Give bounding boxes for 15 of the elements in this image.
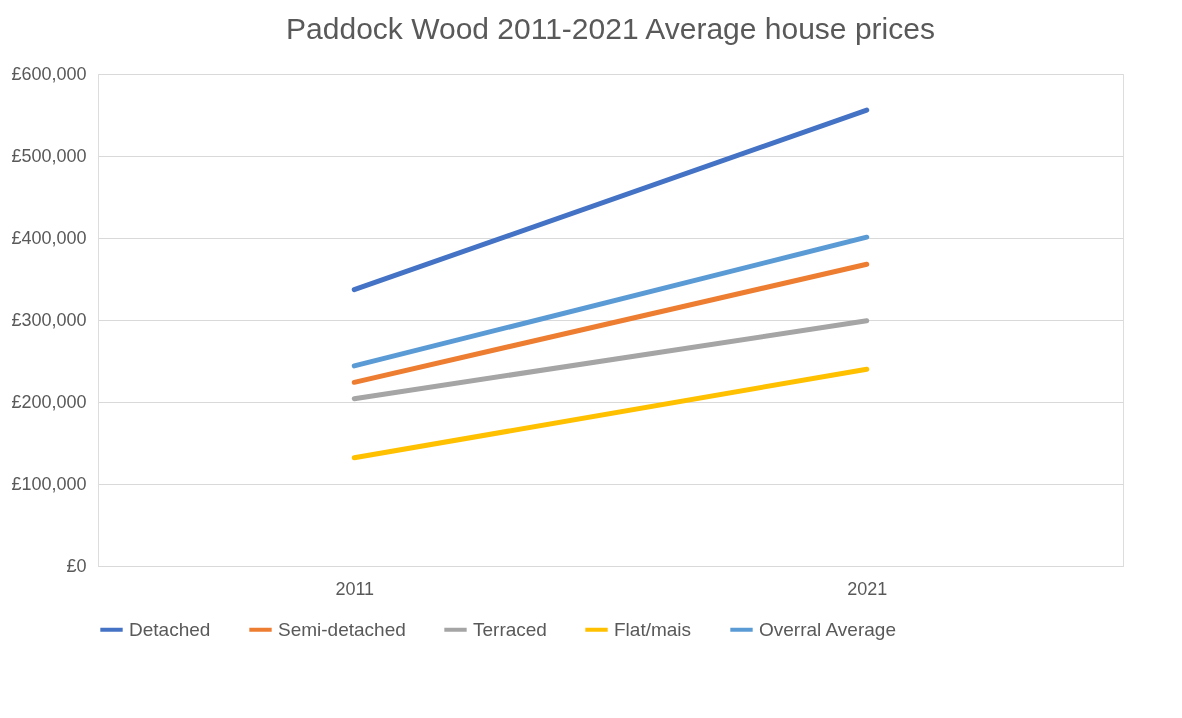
y-tick-label: £400,000 [11, 227, 87, 248]
legend-label: Detached [129, 618, 211, 640]
y-tick-label: £600,000 [11, 63, 87, 84]
y-tick-label: £300,000 [11, 309, 87, 330]
y-tick-label: £500,000 [11, 145, 87, 166]
legend-label: Overral Average [759, 618, 896, 640]
legend-label: Semi-detached [278, 618, 406, 640]
y-tick-label: £100,000 [11, 473, 87, 494]
x-tick-label: 2021 [847, 578, 888, 599]
chart-title: Paddock Wood 2011-2021 Average house prices [286, 12, 935, 45]
y-tick-label: £200,000 [11, 391, 87, 412]
legend-label: Flat/mais [614, 618, 692, 640]
x-tick-label: 2011 [335, 578, 375, 599]
y-tick-label: £0 [66, 555, 87, 576]
legend-label: Terraced [473, 618, 547, 640]
